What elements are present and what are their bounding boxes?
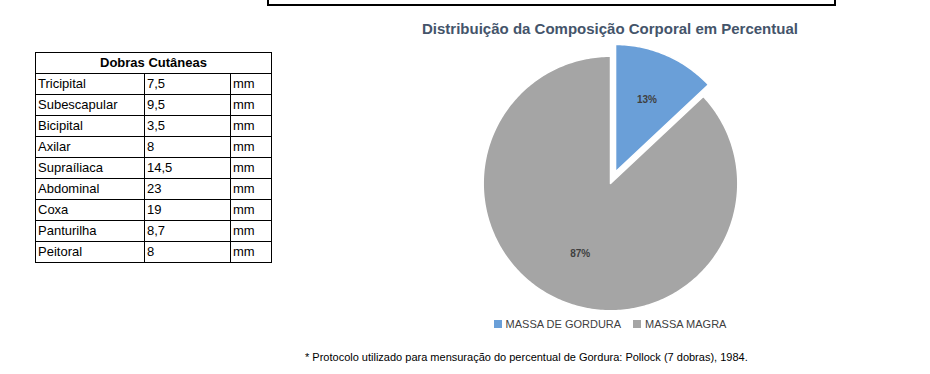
html-text:14,5: 14,5 (147, 160, 173, 175)
html-text:MASSA DE GORDURA: MASSA DE GORDURA (505, 318, 622, 330)
html-text:3,5: 3,5 (147, 118, 166, 133)
html-text:Distribuição da Composição Cor: Distribuição da Composição Corporal em P… (422, 20, 798, 37)
html-text:Bicipital: Bicipital (38, 118, 83, 133)
html-text:Peitoral: Peitoral (38, 244, 83, 259)
html-text:Supraíliaca: Supraíliaca (38, 160, 103, 175)
html-text:Panturilha: Panturilha (38, 223, 97, 238)
html-text:23: 23 (147, 181, 162, 196)
html-text:Abdominal: Abdominal (38, 181, 100, 196)
html-text:mm: mm (233, 202, 255, 217)
html-text:Coxa: Coxa (38, 202, 69, 217)
html-text:8: 8 (147, 244, 155, 259)
html-text:8,7: 8,7 (147, 223, 166, 238)
html-text:19: 19 (147, 202, 162, 217)
html-text:mm: mm (233, 160, 255, 175)
html-text:mm: mm (233, 97, 255, 112)
svg-text:87%: 87% (570, 248, 590, 259)
html-text:mm: mm (233, 139, 255, 154)
html-text:mm: mm (233, 244, 255, 259)
svg-text:13%: 13% (637, 94, 657, 105)
html-text:mm: mm (233, 223, 255, 238)
html-text:mm: mm (233, 118, 255, 133)
html-text:MASSA MAGRA: MASSA MAGRA (645, 318, 727, 330)
html-text:Subescapular: Subescapular (38, 97, 118, 112)
html-text:8: 8 (147, 139, 155, 154)
html-text:7,5: 7,5 (147, 76, 166, 91)
html-text:* Protocolo utilizado para men: * Protocolo utilizado para mensuração do… (305, 351, 748, 363)
html-text:9,5: 9,5 (147, 97, 166, 112)
html-text:Dobras Cutâneas: Dobras Cutâneas (100, 55, 207, 70)
html-text:Axilar: Axilar (38, 139, 71, 154)
html-text:Tricipital: Tricipital (38, 76, 86, 91)
html-text:mm: mm (233, 76, 255, 91)
html-text:mm: mm (233, 181, 255, 196)
